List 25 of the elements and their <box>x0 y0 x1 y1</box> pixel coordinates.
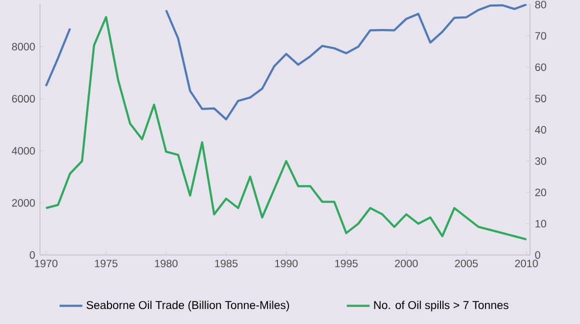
y2-tick-label: 10 <box>536 220 546 228</box>
y-tick-label: 8000 <box>12 42 35 50</box>
y-tick-label: 2000 <box>12 199 35 207</box>
y2-tick-label: 20 <box>535 188 546 196</box>
y2-tick-label: 80 <box>535 0 546 8</box>
x-tick-label: 1985 <box>215 260 238 268</box>
x-tick-label: 1975 <box>95 260 118 268</box>
x-tick-label: 1995 <box>335 260 358 268</box>
legend-label: No. of Oil spills > 7 Tonnes <box>374 300 508 312</box>
x-tick-label: 1990 <box>275 260 298 268</box>
legend-label: Seaborne Oil Trade (Billion Tonne-Miles) <box>86 300 290 312</box>
y2-tick-label: 70 <box>535 32 546 40</box>
y2-tick-label: 30 <box>535 157 546 165</box>
y2-tick-label: 60 <box>535 63 546 71</box>
y-tick-label: 6000 <box>12 95 35 103</box>
y-tick-label: 0 <box>30 251 35 259</box>
x-tick-label: 2000 <box>394 260 418 268</box>
y2-tick-label: 50 <box>535 94 546 102</box>
y2-tick-label: 0 <box>535 251 540 259</box>
x-tick-label: 1970 <box>34 260 58 268</box>
x-tick-label: 1980 <box>155 260 178 268</box>
y-tick-label: 4000 <box>12 147 35 155</box>
x-tick-label: 2005 <box>455 260 478 268</box>
x-tick-label: 2010 <box>515 260 538 268</box>
y2-tick-label: 40 <box>534 126 546 134</box>
